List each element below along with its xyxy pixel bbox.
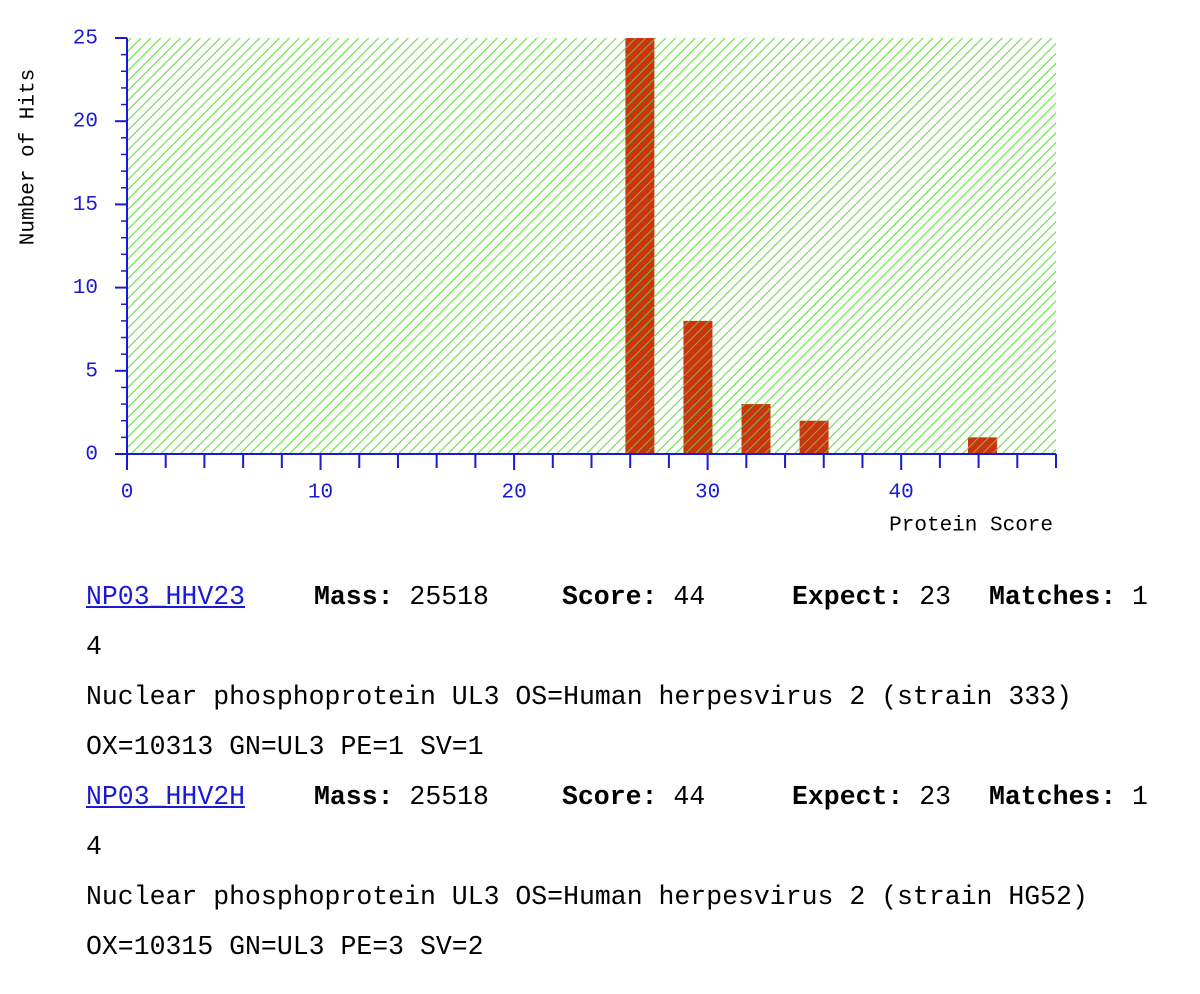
y-axis-label: Number of Hits xyxy=(18,69,41,245)
expect-label: Expect: xyxy=(792,582,904,612)
matches-value: 14 xyxy=(86,782,1148,862)
mass-value: 25518 xyxy=(409,782,489,812)
bar xyxy=(625,38,655,454)
score-value: 44 xyxy=(673,582,706,612)
accession-link[interactable]: NP03_HHV2H xyxy=(86,782,246,812)
y-tick-label: 0 xyxy=(85,444,98,467)
mass-field: Mass: 25518 xyxy=(314,572,562,622)
score-value: 44 xyxy=(673,782,706,812)
expect-field: Expect: 23 xyxy=(792,572,989,622)
y-tick-label: 15 xyxy=(73,194,98,217)
x-tick-label: 0 xyxy=(121,482,134,505)
x-tick-label: 40 xyxy=(889,482,914,505)
bar xyxy=(683,320,713,454)
hit-list: NP03_HHV23 Mass: 25518 Score: 44 Expect: 23… xyxy=(86,572,1158,972)
hit-header: NP03_HHV23 Mass: 25518 Score: 44 Expect: 23… xyxy=(86,572,1158,672)
matches-label: Matches: xyxy=(989,582,1117,612)
bar xyxy=(741,404,771,454)
mass-label: Mass: xyxy=(314,582,394,612)
y-tick-label: 20 xyxy=(73,111,98,134)
x-tick-label: 10 xyxy=(308,482,333,505)
mass-value: 25518 xyxy=(409,582,489,612)
expect-value: 23 xyxy=(919,782,952,812)
matches-value: 14 xyxy=(86,582,1148,662)
expect-value: 23 xyxy=(919,582,952,612)
score-label: Score: xyxy=(562,582,658,612)
accession-link[interactable]: NP03_HHV23 xyxy=(86,582,246,612)
mass-field: Mass: 25518 xyxy=(314,772,562,822)
hit-header: NP03_HHV2H Mass: 25518 Score: 44 Expect: 23… xyxy=(86,772,1158,872)
accession-cell: NP03_HHV2H xyxy=(86,772,314,822)
accession-cell: NP03_HHV23 xyxy=(86,572,314,622)
score-label: Score: xyxy=(562,782,658,812)
score-field: Score: 44 xyxy=(562,772,792,822)
x-tick-label: 20 xyxy=(501,482,526,505)
hit-description: Nuclear phosphoprotein UL3 OS=Human herp… xyxy=(86,682,1072,762)
y-tick-label: 5 xyxy=(85,360,98,383)
bar xyxy=(967,437,997,454)
expect-label: Expect: xyxy=(792,782,904,812)
matches-label: Matches: xyxy=(989,782,1117,812)
chart: Number of Hits Protein Score 0 5 10 15 20 25 0… xyxy=(18,28,1057,538)
hit-description: Nuclear phosphoprotein UL3 OS=Human herp… xyxy=(86,882,1088,962)
x-axis-label: Protein Score xyxy=(889,515,1053,538)
y-tick-label: 25 xyxy=(73,28,98,51)
y-tick-label: 10 xyxy=(73,277,98,300)
bar xyxy=(799,420,829,454)
mass-label: Mass: xyxy=(314,782,394,812)
score-field: Score: 44 xyxy=(562,572,792,622)
x-tick-label: 30 xyxy=(695,482,720,505)
plot-area xyxy=(127,38,1056,454)
expect-field: Expect: 23 xyxy=(792,772,989,822)
